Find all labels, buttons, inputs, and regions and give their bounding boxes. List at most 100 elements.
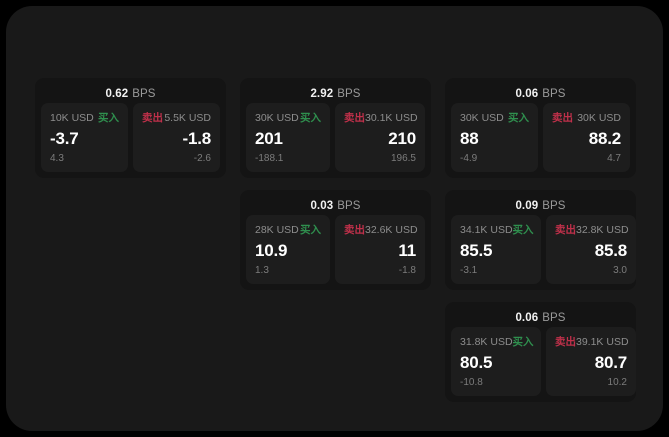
ask-size-label: 32.6K USD	[365, 223, 418, 236]
ask-delta: 4.7	[607, 153, 621, 164]
bid-panel[interactable]: 30K USD 买入 88 -4.9	[451, 103, 538, 172]
ask-delta: 10.2	[607, 377, 627, 388]
card-panels: 10K USD 买入 -3.7 4.3 卖出 5.5K USD -1.8 -2.…	[41, 103, 220, 172]
ask-panel-header: 卖出 5.5K USD	[142, 111, 211, 125]
ask-panel-header: 卖出 32.6K USD	[344, 223, 418, 237]
bid-panel-header: 10K USD 买入	[50, 111, 119, 125]
app-stage: 0.62 BPS 10K USD 买入 -3.7 4.3 卖出	[6, 6, 663, 431]
bid-price: 10.9	[255, 241, 288, 260]
ask-price: 11	[398, 241, 416, 260]
card-panels: 30K USD 买入 201 -188.1 卖出 30.1K USD 210 1…	[246, 103, 425, 172]
ask-panel[interactable]: 卖出 32.8K USD 85.8 3.0	[546, 215, 636, 284]
sell-side-label: 卖出	[552, 112, 573, 124]
card-header: 0.06 BPS	[451, 308, 630, 327]
card-header: 2.92 BPS	[246, 84, 425, 103]
buy-side-label: 买入	[300, 224, 321, 236]
quote-card[interactable]: 2.92 BPS 30K USD 买入 201 -188.1 卖出	[240, 78, 431, 178]
ask-price: 88.2	[588, 129, 621, 148]
ask-size-label: 5.5K USD	[164, 111, 211, 124]
card-header: 0.09 BPS	[451, 196, 630, 215]
buy-side-label: 买入	[98, 112, 119, 124]
ask-size-label: 39.1K USD	[576, 335, 629, 348]
bid-panel[interactable]: 28K USD 买入 10.9 1.3	[246, 215, 330, 284]
ask-panel-header: 卖出 32.8K USD	[555, 223, 629, 237]
ask-size-label: 30.1K USD	[365, 111, 418, 124]
quote-card-grid: 0.62 BPS 10K USD 买入 -3.7 4.3 卖出	[35, 78, 636, 402]
bps-unit-label: BPS	[132, 87, 156, 100]
bps-unit-label: BPS	[337, 199, 361, 212]
buy-side-label: 买入	[512, 336, 534, 348]
bid-price: 85.5	[460, 241, 493, 260]
bid-panel[interactable]: 10K USD 买入 -3.7 4.3	[41, 103, 128, 172]
ask-panel[interactable]: 卖出 30K USD 88.2 4.7	[543, 103, 630, 172]
ask-price: 80.7	[594, 353, 627, 372]
bid-size-label: 34.1K USD	[460, 223, 513, 236]
bid-price: 88	[460, 129, 479, 148]
ask-panel[interactable]: 卖出 5.5K USD -1.8 -2.6	[133, 103, 220, 172]
ask-delta: 3.0	[613, 265, 627, 276]
bid-panel-header: 30K USD 买入	[255, 111, 321, 125]
card-panels: 34.1K USD 买入 85.5 -3.1 卖出 32.8K USD 85.8…	[451, 215, 636, 284]
sell-side-label: 卖出	[142, 112, 163, 124]
bps-value: 0.06	[515, 311, 539, 324]
card-header: 0.06 BPS	[451, 84, 630, 103]
bid-delta: 1.3	[255, 265, 269, 276]
card-header: 0.03 BPS	[246, 196, 425, 215]
bid-panel-header: 28K USD 买入	[255, 223, 321, 237]
quote-card[interactable]: 0.06 BPS 31.8K USD 买入 80.5 -10.8 卖	[445, 302, 636, 402]
bid-price: -3.7	[50, 129, 79, 148]
quote-card[interactable]: 0.03 BPS 28K USD 买入 10.9 1.3 卖出	[240, 190, 431, 290]
bid-delta: -188.1	[255, 153, 284, 164]
buy-side-label: 买入	[508, 112, 529, 124]
card-panels: 30K USD 买入 88 -4.9 卖出 30K USD 88.2 4.7	[451, 103, 630, 172]
bid-price: 80.5	[460, 353, 493, 372]
bps-value: 2.92	[310, 87, 334, 100]
bid-panel-header: 30K USD 买入	[460, 111, 529, 125]
ask-price: -1.8	[182, 129, 212, 148]
sell-side-label: 卖出	[555, 336, 576, 348]
quote-card[interactable]: 0.09 BPS 34.1K USD 买入 85.5 -3.1 卖出	[445, 190, 636, 290]
ask-delta: 196.5	[390, 153, 416, 164]
quote-column-3: 0.06 BPS 30K USD 买入 88 -4.9 卖出	[445, 78, 636, 402]
buy-side-label: 买入	[300, 112, 321, 124]
ask-panel[interactable]: 卖出 30.1K USD 210 196.5	[335, 103, 425, 172]
bps-unit-label: BPS	[337, 87, 361, 100]
ask-delta: -2.6	[193, 153, 211, 164]
bid-panel-header: 34.1K USD 买入	[460, 223, 534, 237]
bid-size-label: 28K USD	[255, 223, 299, 236]
ask-price: 85.8	[594, 241, 627, 260]
bps-unit-label: BPS	[542, 311, 566, 324]
bid-panel[interactable]: 31.8K USD 买入 80.5 -10.8	[451, 327, 541, 396]
bid-panel[interactable]: 30K USD 买入 201 -188.1	[246, 103, 330, 172]
bid-size-label: 10K USD	[50, 111, 94, 124]
quote-column-1: 0.62 BPS 10K USD 买入 -3.7 4.3 卖出	[35, 78, 226, 178]
bid-delta: -4.9	[460, 153, 478, 164]
bid-panel-header: 31.8K USD 买入	[460, 335, 534, 349]
card-panels: 28K USD 买入 10.9 1.3 卖出 32.6K USD 11 -1.8	[246, 215, 425, 284]
buy-side-label: 买入	[512, 224, 534, 236]
sell-side-label: 卖出	[344, 224, 365, 236]
card-panels: 31.8K USD 买入 80.5 -10.8 卖出 39.1K USD 80.…	[451, 327, 636, 396]
ask-panel[interactable]: 卖出 39.1K USD 80.7 10.2	[546, 327, 636, 396]
bps-value: 0.03	[310, 199, 334, 212]
sell-side-label: 卖出	[344, 112, 365, 124]
bps-unit-label: BPS	[542, 87, 566, 100]
card-header: 0.62 BPS	[41, 84, 220, 103]
bid-size-label: 30K USD	[460, 111, 504, 124]
bid-size-label: 30K USD	[255, 111, 299, 124]
quote-card[interactable]: 0.06 BPS 30K USD 买入 88 -4.9 卖出	[445, 78, 636, 178]
bps-value: 0.09	[515, 199, 539, 212]
bps-value: 0.62	[105, 87, 129, 100]
bid-delta: -3.1	[460, 265, 478, 276]
bps-value: 0.06	[515, 87, 539, 100]
ask-size-label: 32.8K USD	[576, 223, 629, 236]
quote-column-2: 2.92 BPS 30K USD 买入 201 -188.1 卖出	[240, 78, 431, 290]
quote-card[interactable]: 0.62 BPS 10K USD 买入 -3.7 4.3 卖出	[35, 78, 226, 178]
bps-unit-label: BPS	[542, 199, 566, 212]
ask-size-label: 30K USD	[577, 111, 621, 124]
bid-panel[interactable]: 34.1K USD 买入 85.5 -3.1	[451, 215, 541, 284]
ask-panel-header: 卖出 30K USD	[552, 111, 621, 125]
bid-delta: 4.3	[50, 153, 64, 164]
ask-panel[interactable]: 卖出 32.6K USD 11 -1.8	[335, 215, 425, 284]
ask-panel-header: 卖出 30.1K USD	[344, 111, 418, 125]
